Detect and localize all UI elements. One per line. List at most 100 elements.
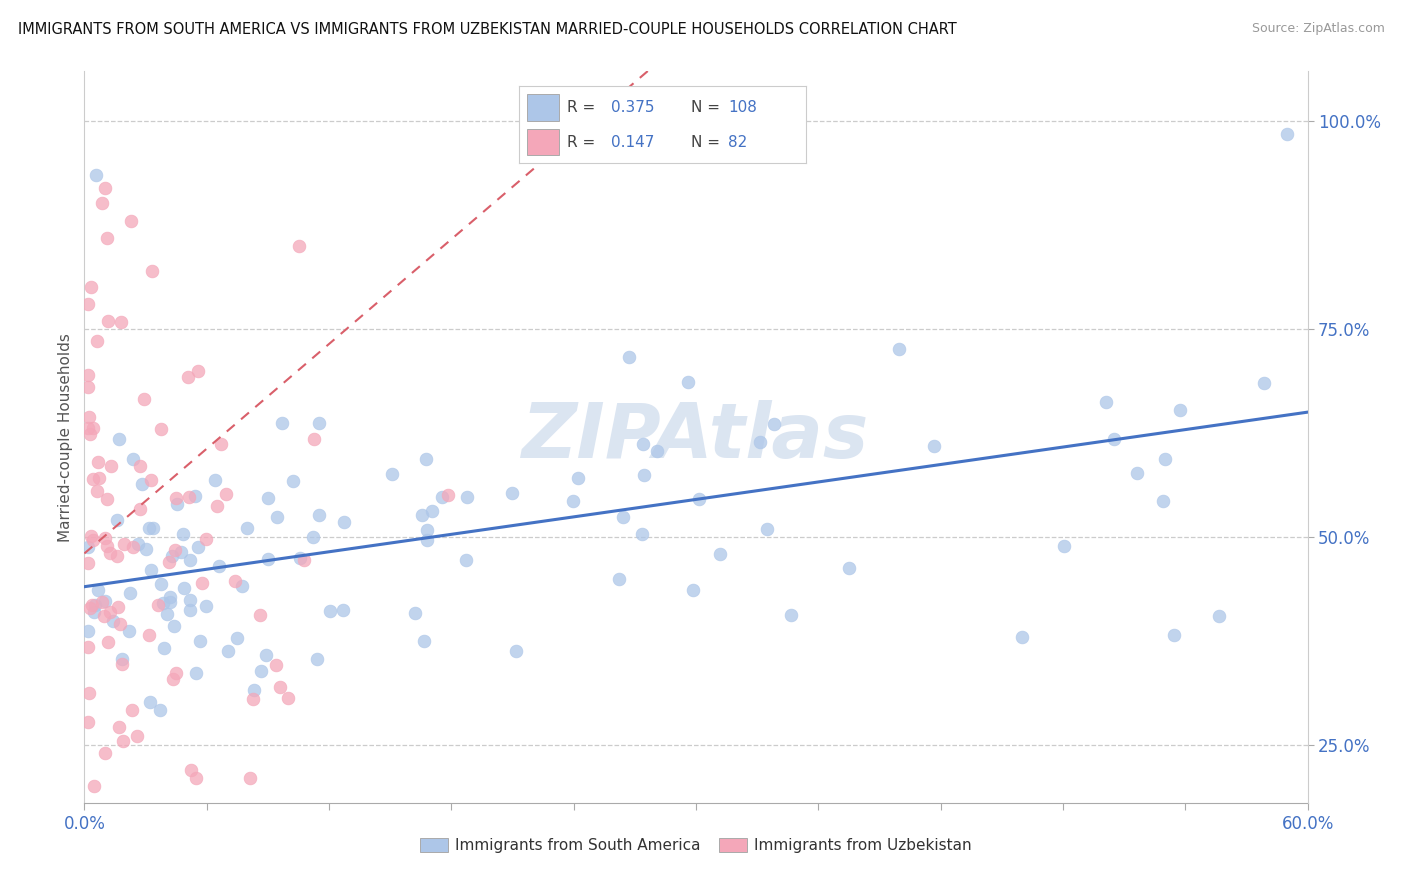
Point	[138, 521, 160, 535]
Point	[1163, 628, 1185, 642]
Point	[838, 561, 860, 575]
Point	[456, 490, 478, 504]
Point	[411, 508, 433, 522]
Point	[108, 617, 131, 632]
Point	[173, 581, 195, 595]
Point	[207, 499, 229, 513]
Point	[194, 599, 217, 614]
Point	[430, 491, 453, 505]
Point	[1154, 452, 1177, 467]
Point	[111, 657, 134, 671]
Point	[156, 607, 179, 621]
Point	[249, 664, 271, 678]
Point	[308, 416, 330, 430]
Point	[77, 714, 100, 729]
Point	[633, 436, 655, 450]
Point	[404, 607, 426, 621]
Point	[139, 563, 162, 577]
Point	[1208, 609, 1230, 624]
Point	[77, 541, 100, 555]
Point	[160, 549, 183, 564]
Point	[80, 528, 103, 542]
Point	[120, 214, 142, 228]
Text: Source: ZipAtlas.com: Source: ZipAtlas.com	[1251, 22, 1385, 36]
Point	[204, 474, 226, 488]
Point	[166, 497, 188, 511]
Point	[82, 533, 104, 547]
Point	[131, 476, 153, 491]
Point	[97, 314, 120, 328]
Point	[243, 683, 266, 698]
Point	[633, 467, 655, 482]
Point	[100, 458, 122, 473]
Point	[107, 599, 129, 614]
Point	[208, 558, 231, 573]
Point	[86, 483, 108, 498]
Point	[415, 452, 437, 467]
Point	[134, 392, 156, 406]
Point	[1277, 127, 1299, 141]
Y-axis label: Married-couple Households: Married-couple Households	[58, 333, 73, 541]
Point	[242, 692, 264, 706]
Point	[1168, 403, 1191, 417]
Point	[122, 540, 145, 554]
Point	[91, 196, 114, 211]
Point	[111, 652, 134, 666]
Point	[249, 608, 271, 623]
Point	[149, 577, 172, 591]
Point	[105, 513, 128, 527]
Point	[179, 553, 201, 567]
Point	[96, 540, 118, 554]
Point	[1053, 539, 1076, 553]
Point	[120, 586, 142, 600]
Point	[645, 444, 668, 458]
Point	[165, 491, 187, 506]
Point	[413, 634, 436, 648]
Point	[302, 530, 325, 544]
Point	[84, 598, 107, 612]
Point	[77, 624, 100, 639]
Point	[437, 488, 460, 502]
Point	[302, 432, 325, 446]
Point	[93, 531, 115, 545]
Point	[79, 280, 101, 294]
Point	[226, 632, 249, 646]
Point	[676, 375, 699, 389]
Point	[93, 746, 115, 760]
Point	[141, 473, 163, 487]
Point	[159, 591, 181, 605]
Point	[157, 555, 180, 569]
Point	[83, 779, 105, 793]
Point	[77, 297, 100, 311]
Point	[77, 410, 100, 425]
Point	[162, 673, 184, 687]
Point	[159, 595, 181, 609]
Point	[79, 686, 101, 700]
Point	[231, 579, 253, 593]
Point	[150, 422, 173, 436]
Point	[256, 491, 278, 506]
Point	[163, 619, 186, 633]
Point	[748, 434, 770, 449]
Point	[187, 364, 209, 378]
Point	[79, 601, 101, 615]
Point	[94, 593, 117, 607]
Point	[501, 486, 523, 500]
Point	[87, 455, 110, 469]
Point	[224, 574, 246, 588]
Point	[86, 334, 108, 348]
Point	[135, 542, 157, 557]
Point	[292, 553, 315, 567]
Point	[688, 492, 710, 507]
Point	[283, 474, 305, 488]
Point	[1253, 376, 1275, 390]
Point	[239, 772, 262, 786]
Point	[163, 542, 186, 557]
Point	[187, 540, 209, 554]
Point	[79, 426, 101, 441]
Point	[1125, 467, 1147, 481]
Point	[179, 593, 201, 607]
Point	[922, 439, 945, 453]
Point	[1011, 630, 1033, 644]
Point	[190, 575, 212, 590]
